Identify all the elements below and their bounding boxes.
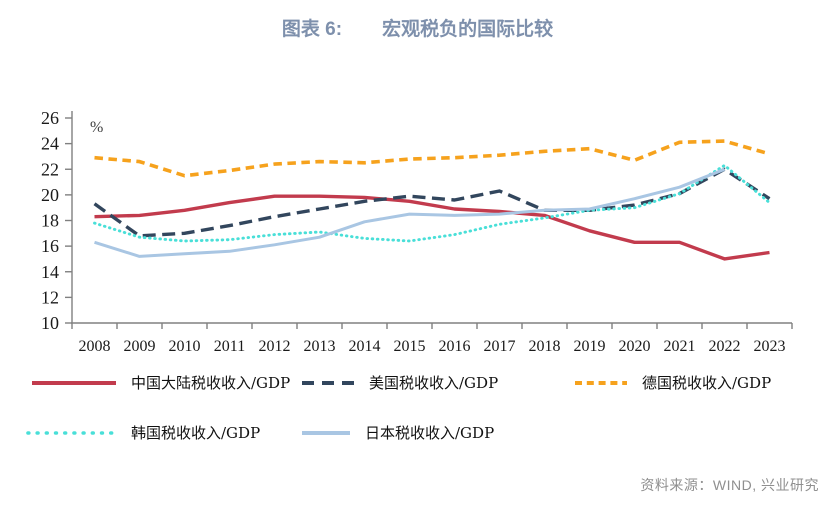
- source-note: 资料来源：WIND, 兴业研究: [640, 477, 819, 493]
- legend-row-2: 韩国税收收入/GDP 日本税收收入/GDP: [0, 422, 835, 446]
- page-title: 宏观税负的国际比较: [382, 19, 554, 40]
- figure-label: 图表 6:: [281, 19, 343, 40]
- series-line-1: [93, 167, 771, 238]
- x-tick-label: 2021: [664, 338, 696, 355]
- legend-item-3: 韩国税收收入/GDP: [26, 422, 260, 443]
- legend-item-2: 德国税收收入/GDP: [573, 372, 771, 393]
- y-tick-label: 20: [41, 185, 59, 205]
- legend-label: 日本税收收入/GDP: [365, 424, 495, 442]
- series-line-0: [94, 194, 770, 261]
- series-line-2: [94, 139, 770, 178]
- x-tick-label: 2022: [709, 338, 741, 355]
- x-tick-label: 2013: [304, 338, 336, 355]
- x-tick-label: 2014: [349, 338, 381, 355]
- y-tick-label: 24: [41, 134, 59, 154]
- legend-label: 韩国税收收入/GDP: [131, 424, 261, 442]
- legend-item-4: 日本税收收入/GDP: [300, 422, 494, 443]
- legend-line-sample-icon: [26, 430, 118, 435]
- legend-label: 中国大陆税收收入/GDP: [131, 374, 291, 392]
- series-line-4: [94, 167, 726, 258]
- legend-line-sample-icon: [302, 380, 354, 385]
- series-line-3: [93, 163, 771, 243]
- y-tick-label: 22: [41, 159, 59, 179]
- y-tick-label: 10: [41, 313, 59, 333]
- x-tick-label: 2011: [214, 338, 245, 355]
- legend-label: 美国税收收入/GDP: [369, 374, 499, 392]
- y-axis-unit-label: %: [90, 119, 103, 136]
- x-tick-label: 2016: [439, 338, 471, 355]
- chart-header: 图表 6: 宏观税负的国际比较: [0, 14, 835, 41]
- y-tick-label: 26: [41, 108, 59, 128]
- legend-line-sample-icon: [575, 380, 627, 385]
- x-tick-label: 2012: [259, 338, 291, 355]
- legend-line-sample-icon: [302, 430, 350, 435]
- x-tick-label: 2008: [79, 338, 111, 355]
- y-tick-label: 14: [41, 262, 59, 282]
- legend-line-sample-icon: [32, 380, 116, 385]
- legend-row-1: 中国大陆税收收入/GDP 美国税收收入/GDP 德国税收收入/GDP: [0, 372, 835, 396]
- legend-label: 德国税收收入/GDP: [642, 374, 772, 392]
- x-tick-label: 2019: [574, 338, 606, 355]
- x-tick-label: 2023: [754, 338, 786, 355]
- y-tick-label: 12: [41, 287, 59, 307]
- y-tick-label: 18: [41, 211, 59, 231]
- x-tick-label: 2015: [394, 338, 426, 355]
- x-tick-label: 2009: [124, 338, 156, 355]
- x-tick-label: 2020: [619, 338, 651, 355]
- legend-item-1: 美国税收收入/GDP: [300, 372, 498, 393]
- x-tick-label: 2018: [529, 338, 561, 355]
- y-tick-label: 16: [41, 236, 59, 256]
- x-tick-label: 2017: [484, 338, 516, 355]
- x-tick-label: 2010: [169, 338, 201, 355]
- legend-item-0: 中国大陆税收收入/GDP: [30, 372, 290, 393]
